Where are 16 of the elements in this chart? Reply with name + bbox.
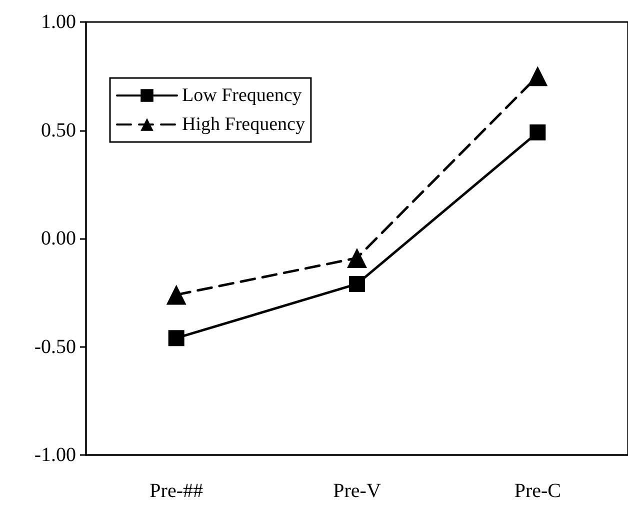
point (168, 330, 184, 346)
x-tick-label: Pre-C (514, 480, 562, 502)
y-tick-label: -1.00 (34, 444, 76, 466)
point (528, 66, 548, 86)
y-tick-label: 1.00 (41, 11, 76, 33)
y-tick-label: 0.50 (41, 119, 76, 142)
y-tick-label: -0.50 (34, 336, 76, 358)
x-tick-label: Pre-V (333, 480, 382, 502)
point (166, 284, 186, 305)
point (349, 276, 365, 292)
point (530, 124, 546, 140)
point (347, 248, 367, 268)
y-tick-label: 0.00 (41, 228, 76, 250)
x-tick-label: Pre-## (150, 480, 203, 502)
legend-label: High Frequency (182, 114, 306, 135)
legend-label: Low Frequency (182, 85, 302, 106)
